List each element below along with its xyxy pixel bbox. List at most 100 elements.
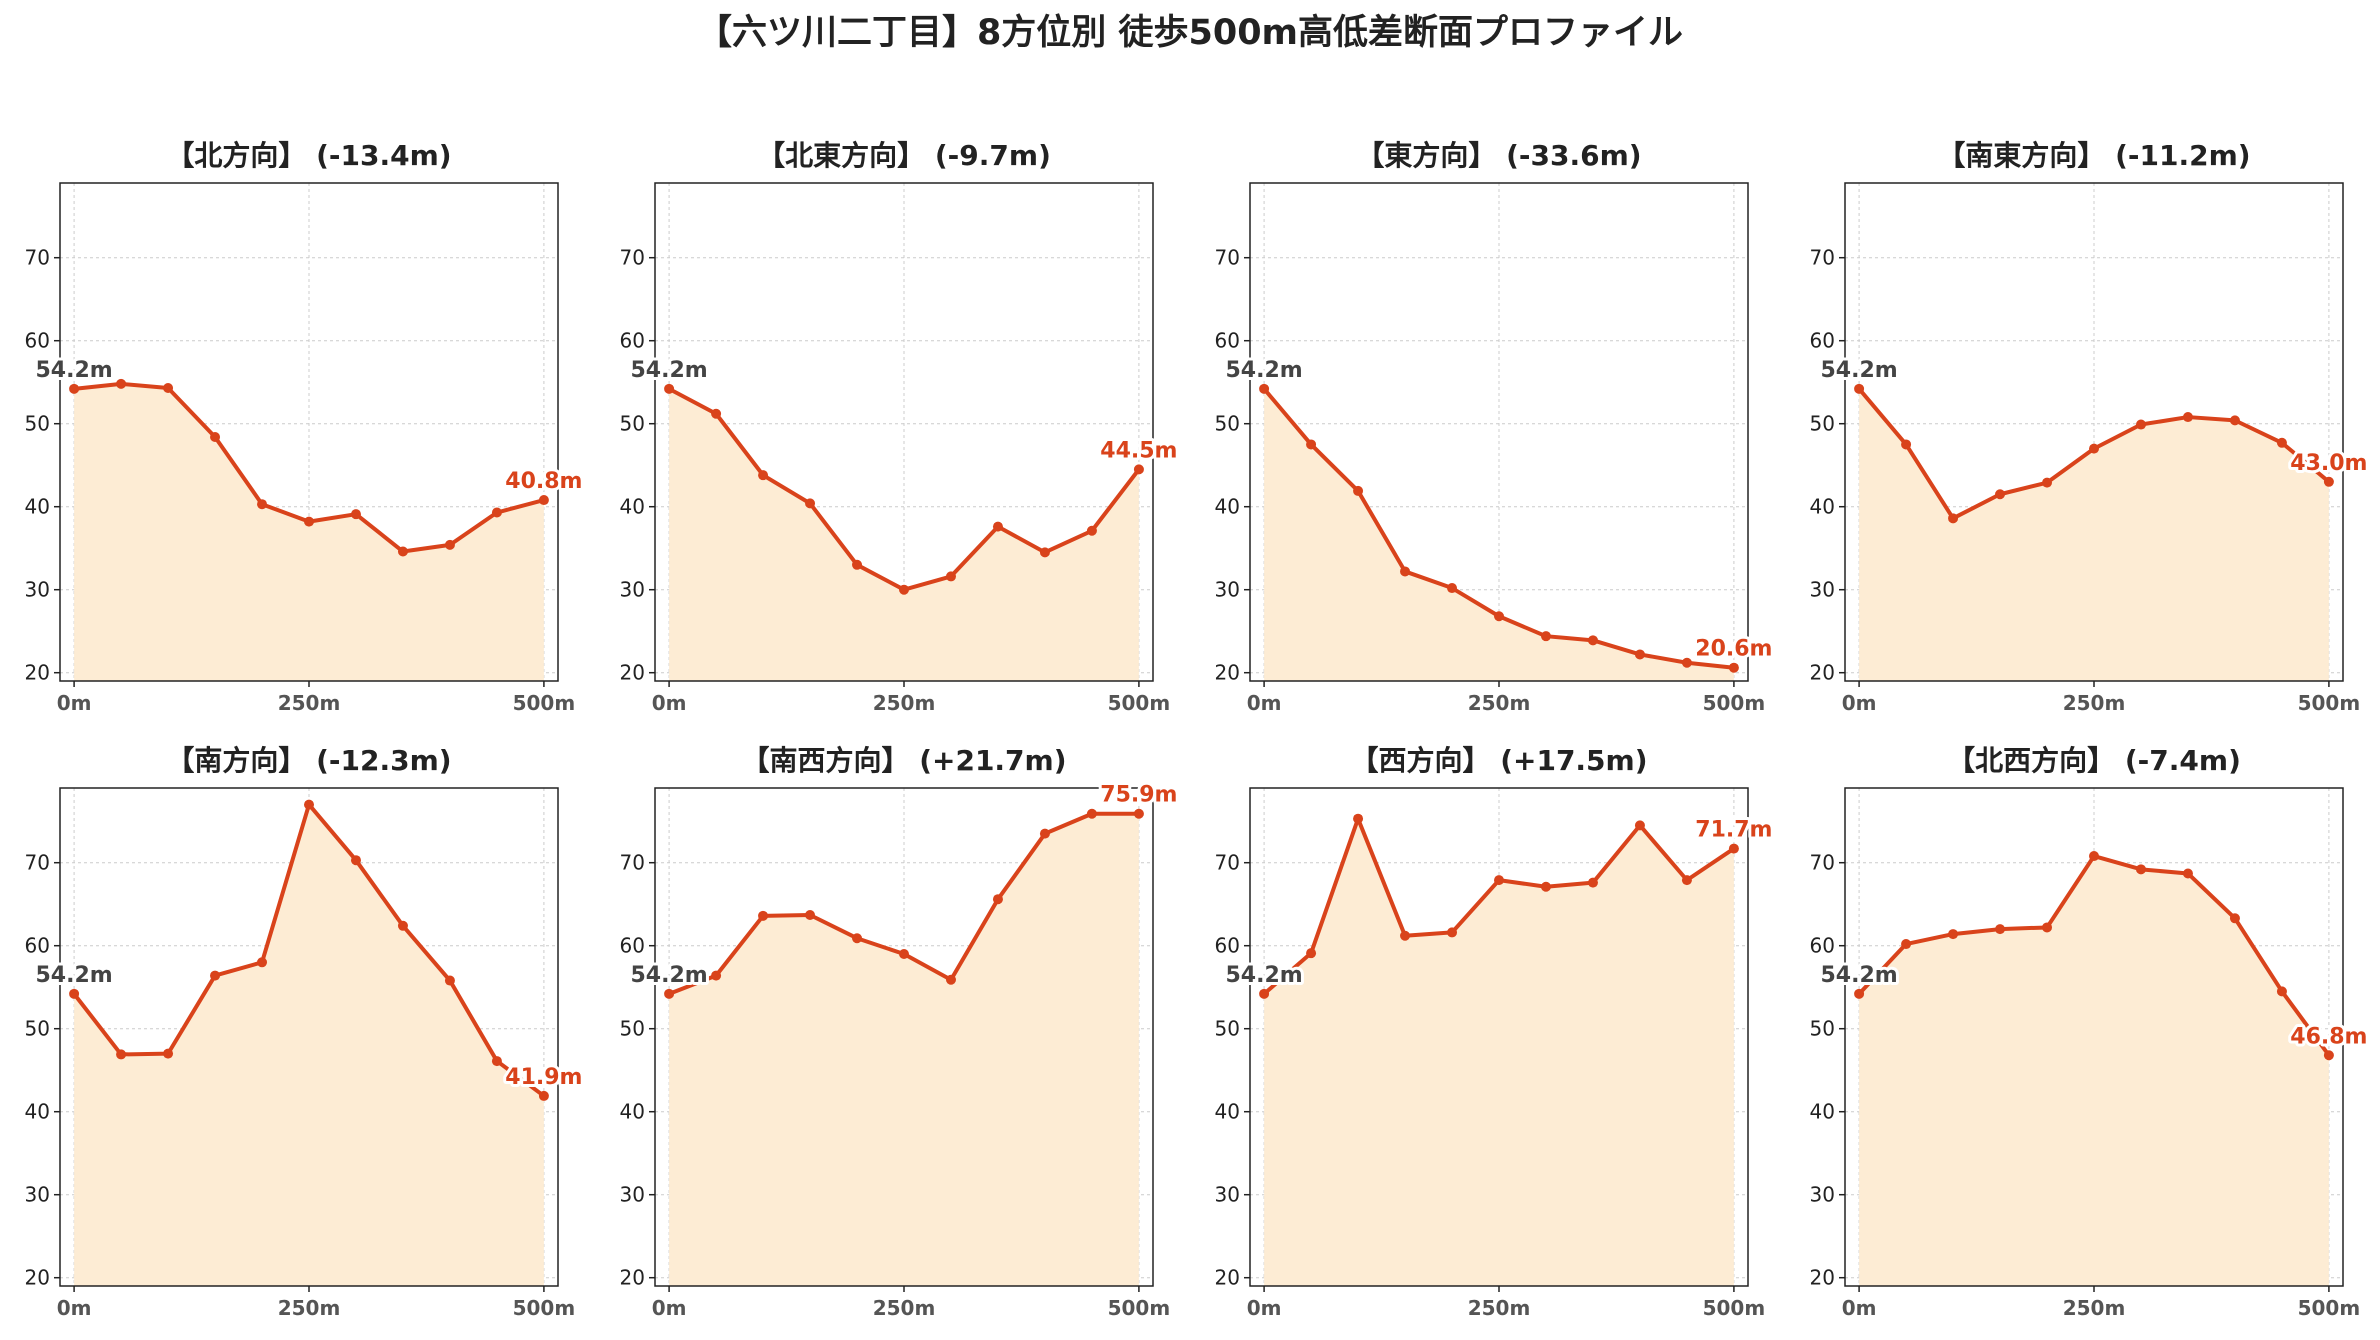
x-tick-label: 500m [1108,691,1171,715]
profile-panel-5: 【南西方向】 (+21.7m) 20 30 40 50 60 70 0m 250m 500m 54.… [620,744,1181,1320]
panel-title: 【南方向】 (-12.3m) [166,744,451,777]
y-tick-label: 60 [25,934,50,958]
end-elevation-label: 46.8m [2290,1024,2367,1049]
start-elevation-label: 54.2m [1820,358,1897,383]
data-point [2229,913,2240,924]
data-point [257,957,268,968]
y-tick-label: 40 [25,495,50,519]
y-tick-label: 30 [25,1183,50,1207]
data-point [1133,464,1144,475]
data-point [1306,439,1317,450]
x-tick-label: 250m [2063,691,2126,715]
data-point [1086,525,1097,536]
y-tick-label: 40 [620,1100,645,1124]
y-tick-label: 20 [25,1266,50,1290]
y-tick-label: 40 [25,1100,50,1124]
y-tick-label: 20 [1215,1266,1240,1290]
panel-title: 【南東方向】 (-11.2m) [1937,139,2250,172]
y-tick-label: 20 [1810,661,1835,685]
data-point [1447,583,1458,594]
y-tick-label: 40 [1215,495,1240,519]
start-elevation-label: 54.2m [1820,963,1897,988]
y-tick-label: 60 [1215,934,1240,958]
y-tick-label: 40 [1215,1100,1240,1124]
y-tick-label: 60 [1810,329,1835,353]
y-tick-label: 40 [1810,495,1835,519]
data-point [664,988,675,999]
y-tick-label: 60 [620,934,645,958]
data-point [1400,930,1411,941]
y-tick-label: 50 [25,1017,50,1041]
start-elevation-label: 54.2m [35,963,112,988]
x-tick-label: 0m [652,691,687,715]
y-tick-label: 50 [1215,1017,1240,1041]
data-point [444,539,455,550]
y-tick-label: 20 [620,661,645,685]
area-fill [74,804,544,1286]
y-tick-label: 50 [1810,412,1835,436]
x-tick-label: 250m [873,1296,936,1320]
data-point [1681,657,1692,668]
y-tick-label: 20 [620,1266,645,1290]
x-tick-label: 0m [1842,691,1877,715]
data-point [1634,649,1645,660]
y-tick-label: 40 [1810,1100,1835,1124]
y-tick-label: 50 [1810,1017,1835,1041]
data-point [444,975,455,986]
data-point [1854,988,1865,999]
data-point [1995,489,2006,500]
figure-title: 【六ツ川二丁目】8方位別 徒歩500m高低差断面プロファイル [697,13,1683,53]
profile-panel-2: 【東方向】 (-33.6m) 20 30 40 50 60 70 0m 250m 500m 54.2… [1215,139,1776,715]
x-tick-label: 250m [873,691,936,715]
profile-panel-3: 【南東方向】 (-11.2m) 20 30 40 50 60 70 0m 250m 500m 54.… [1810,139,2371,715]
area-fill [1264,818,1734,1286]
y-tick-label: 70 [1810,851,1835,875]
data-point [350,855,361,866]
data-point [758,910,769,921]
data-point [538,1090,549,1101]
y-tick-label: 30 [1215,578,1240,602]
y-tick-label: 70 [1810,246,1835,270]
data-point [2135,419,2146,430]
data-point [1901,939,1912,950]
data-point [2089,443,2099,454]
end-elevation-label: 43.0m [2290,451,2367,476]
data-point [491,507,502,518]
data-point [2089,851,2099,862]
y-tick-label: 70 [25,246,50,270]
data-point [116,378,127,389]
x-tick-label: 500m [513,691,576,715]
y-tick-label: 60 [1215,329,1240,353]
y-tick-label: 50 [1215,412,1240,436]
data-point [1039,828,1050,839]
end-elevation-label: 41.9m [505,1065,582,1090]
data-point [945,974,956,985]
data-point [1587,877,1598,888]
data-point [711,408,722,419]
data-point [163,383,174,394]
data-point [2276,986,2287,997]
data-point [852,933,863,944]
y-tick-label: 70 [1215,246,1240,270]
data-point [1306,948,1317,959]
x-tick-label: 0m [1247,691,1282,715]
data-point [1587,635,1598,646]
data-point [69,988,80,999]
end-elevation-label: 75.9m [1100,783,1177,808]
area-fill [74,383,544,681]
data-point [397,920,408,931]
data-point [2042,477,2053,488]
x-tick-label: 0m [652,1296,687,1320]
data-point [2276,437,2287,448]
y-tick-label: 30 [1215,1183,1240,1207]
area-fill [1264,388,1734,681]
x-tick-label: 250m [278,691,341,715]
data-point [538,495,549,506]
y-tick-label: 20 [1215,661,1240,685]
y-tick-label: 20 [1810,1266,1835,1290]
data-point [1353,813,1364,824]
profile-panel-4: 【南方向】 (-12.3m) 20 30 40 50 60 70 0m 250m 500m 54.2… [25,744,586,1320]
data-point [1728,662,1739,673]
data-point [805,498,816,509]
y-tick-label: 30 [620,1183,645,1207]
